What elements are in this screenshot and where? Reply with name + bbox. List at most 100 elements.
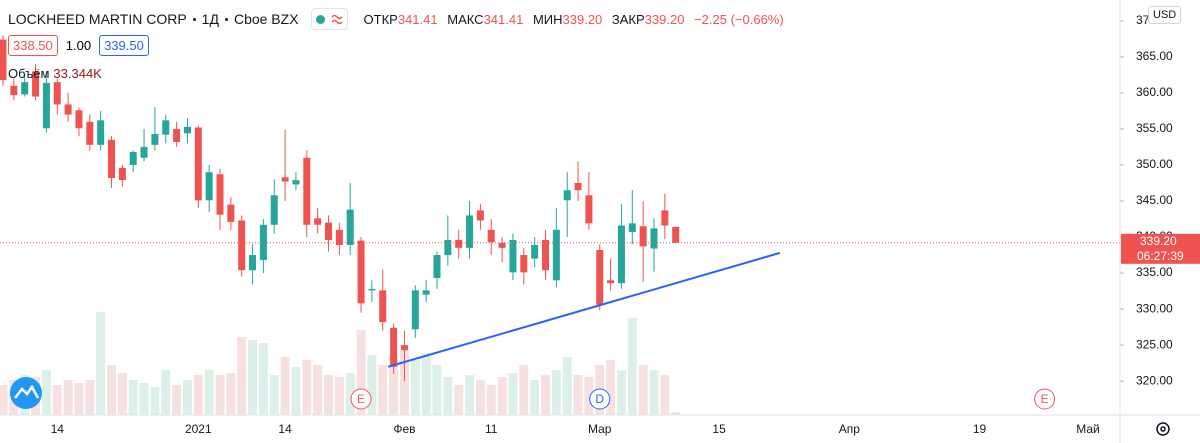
symbol-header: LOCKHEED MARTIN CORP 1Д Cboe BZX ОТКР341…: [8, 8, 790, 30]
volume-bar: [107, 365, 116, 415]
volume-bar: [551, 370, 561, 415]
volume-bar: [334, 376, 344, 415]
volume-bar: [182, 379, 192, 415]
volume-bar: [52, 384, 62, 415]
event-circle: [350, 388, 372, 410]
volume-bar: [367, 354, 377, 415]
candle-body: [639, 226, 647, 247]
candle-body: [227, 204, 235, 222]
volume-bar: [389, 357, 399, 415]
y-tick-label: 350.00: [1136, 157, 1173, 171]
candle-body: [53, 82, 61, 105]
candle-body: [400, 345, 408, 351]
volume-bar: [660, 374, 670, 415]
logo[interactable]: [10, 377, 42, 409]
volume-bar: [63, 379, 73, 415]
candle-body: [509, 239, 517, 273]
candle-body: [542, 239, 549, 271]
candle-body: [205, 172, 213, 201]
candle-body: [183, 126, 191, 134]
candle-body: [596, 250, 604, 305]
volume-bar: [573, 374, 583, 415]
candle-body: [325, 222, 332, 240]
y-tick-label: 325.00: [1136, 337, 1173, 351]
volume-bar: [193, 374, 203, 415]
candle-body: [552, 229, 560, 281]
high-value: 341.41: [483, 11, 524, 27]
market-status[interactable]: [310, 8, 348, 30]
candle-body: [357, 240, 365, 304]
low-label: МИН: [532, 11, 563, 27]
candle-body: [346, 209, 354, 245]
volume-bar: [541, 374, 550, 415]
candle-body: [628, 223, 636, 232]
candle-body: [433, 255, 441, 279]
volume-bar: [475, 379, 485, 415]
candle-body: [216, 174, 224, 215]
price-label-box: [1121, 233, 1200, 264]
volume-bar: [117, 373, 127, 415]
candle-body: [314, 218, 322, 225]
candle-body: [466, 215, 474, 248]
interval[interactable]: 1Д: [201, 11, 219, 27]
currency[interactable]: USD: [1148, 6, 1182, 24]
event-marker[interactable]: E: [1034, 388, 1056, 410]
x-tick-label: 19: [973, 422, 987, 436]
volume-bar: [562, 357, 572, 415]
volume-bar: [454, 384, 464, 415]
x-tick-label: 15: [712, 422, 726, 436]
high-label: МАКС: [447, 11, 484, 27]
x-tick-label: 11: [485, 422, 498, 436]
volume-bar: [258, 343, 268, 415]
candle-body: [281, 177, 289, 182]
candle-body: [379, 290, 387, 323]
approx-icon: [331, 14, 343, 24]
price-label: 339.20: [1140, 234, 1177, 248]
candle-body: [42, 82, 50, 129]
candle-body: [574, 183, 582, 191]
volume-legend: Объём 33.344K: [8, 66, 102, 81]
volume-bar: [465, 374, 475, 415]
volume-bar: [237, 337, 247, 415]
x-tick-label: Май: [1076, 422, 1100, 436]
candle-body: [140, 146, 148, 158]
open-label: ОТКР: [363, 11, 398, 27]
candle-body: [303, 157, 311, 225]
y-tick-label: 365.00: [1136, 49, 1173, 63]
candle-body: [563, 190, 571, 201]
candle-body: [444, 239, 452, 256]
event-marker[interactable]: D: [589, 388, 611, 410]
candle-body: [10, 85, 18, 96]
candle-body: [650, 228, 658, 249]
volume-bar: [41, 370, 51, 415]
event-marker[interactable]: E: [350, 388, 372, 410]
x-tick-label: Апр: [839, 422, 861, 436]
volume-bar: [421, 352, 431, 415]
candle-body: [455, 239, 463, 248]
x-tick-label: Мар: [588, 422, 612, 436]
close-value: 339.20: [644, 11, 685, 27]
candle-body: [335, 229, 343, 245]
volume-bar: [627, 318, 637, 415]
candle-body: [97, 120, 105, 145]
volume-bar: [128, 379, 138, 415]
candle-body: [249, 255, 257, 271]
volume-bar: [161, 370, 171, 415]
trendline: [387, 251, 781, 368]
event-circle: [1034, 388, 1056, 410]
candle-body: [173, 128, 181, 142]
candle-body: [162, 120, 170, 135]
symbol[interactable]: LOCKHEED MARTIN CORP: [8, 11, 187, 27]
candle-body: [617, 225, 625, 284]
x-tick-label: Фев: [393, 422, 415, 436]
x-tick-label: 2021: [185, 422, 212, 436]
volume-bar: [324, 374, 333, 415]
buy-button[interactable]: 339.50: [99, 35, 149, 56]
sell-button[interactable]: 338.50: [8, 35, 58, 56]
volume-bar: [584, 376, 594, 415]
countdown: 06:27:39: [1137, 249, 1184, 263]
candle-body: [86, 121, 94, 145]
volume-bar: [302, 360, 312, 415]
settings-icon[interactable]: [1156, 422, 1170, 436]
candle-body: [129, 152, 137, 165]
